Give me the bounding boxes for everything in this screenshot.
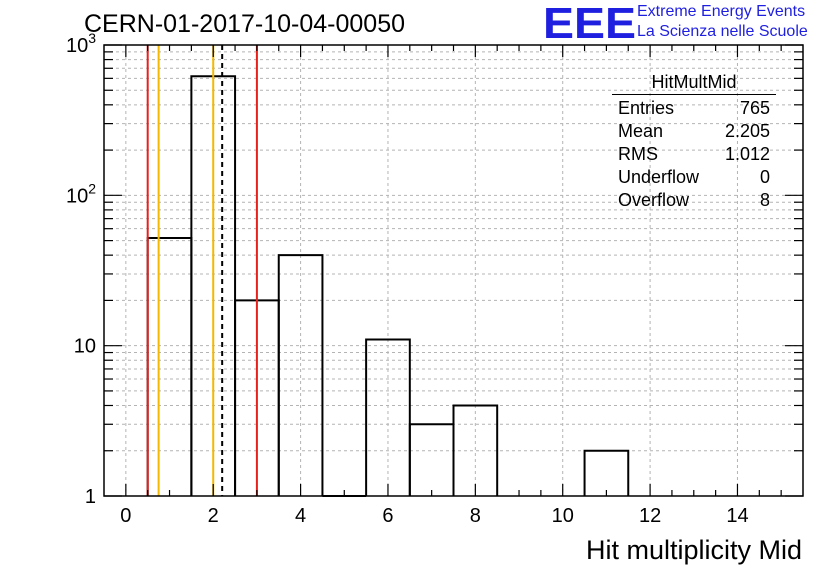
x-tick-label: 6: [382, 505, 393, 527]
logo-line-2: La Scienza nelle Scuole: [637, 23, 808, 40]
stats-row-rms: RMS 1.012: [612, 143, 776, 166]
x-tick-label: 4: [295, 505, 306, 527]
x-tick-label: 12: [639, 505, 661, 527]
x-tick-label: 0: [120, 505, 131, 527]
y-tick-label: 10: [74, 336, 96, 358]
stats-row-mean: Mean 2.205: [612, 120, 776, 143]
stats-row-overflow: Overflow 8: [612, 189, 776, 212]
chart-title: CERN-01-2017-10-04-00050: [84, 10, 406, 38]
x-tick-label: 2: [208, 505, 219, 527]
stats-label: RMS: [618, 144, 658, 164]
stats-label: Entries: [618, 98, 675, 118]
stats-value: 1.012: [724, 144, 770, 164]
histogram-bar: [408, 423, 455, 496]
x-tick-label: 14: [726, 505, 748, 527]
stats-value: 0: [759, 167, 770, 187]
stats-histogram-name: HitMultMid: [612, 72, 776, 95]
y-tick-label: 103: [66, 30, 96, 57]
logo-line-1: Extreme Energy Events: [637, 3, 806, 20]
histogram-bar: [365, 338, 411, 496]
x-tick-label: 8: [470, 505, 481, 527]
stats-box: HitMultMid Entries 765 Mean 2.205 RMS 1.…: [612, 72, 776, 212]
x-axis-label: Hit multiplicity Mid: [585, 535, 802, 565]
stats-label: Overflow: [618, 190, 690, 210]
stats-label: Underflow: [618, 167, 700, 187]
y-tick-label: 1: [85, 486, 96, 508]
stats-row-entries: Entries 765: [612, 97, 776, 120]
x-tick-label: 10: [552, 505, 574, 527]
stats-value: 8: [759, 190, 770, 210]
stats-row-underflow: Underflow 0: [612, 166, 776, 189]
histogram-bar: [277, 254, 324, 496]
histogram-bar: [146, 237, 193, 496]
logo-mark: EEE: [543, 2, 636, 42]
eee-logo-icon: EEE: [543, 2, 636, 42]
histogram-bar: [583, 449, 630, 496]
stats-value: 765: [739, 98, 770, 118]
histogram-bar: [452, 404, 499, 496]
stats-label: Mean: [618, 121, 664, 141]
stats-value: 2.205: [724, 121, 770, 141]
y-tick-label: 102: [66, 180, 96, 207]
